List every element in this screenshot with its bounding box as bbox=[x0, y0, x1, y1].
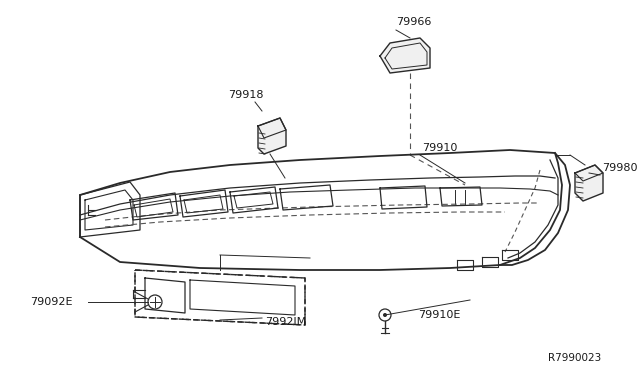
Text: 79910E: 79910E bbox=[418, 310, 460, 320]
Text: R7990023: R7990023 bbox=[548, 353, 601, 363]
Text: 79918: 79918 bbox=[228, 90, 264, 100]
Text: 79910: 79910 bbox=[422, 143, 458, 153]
Text: 79966: 79966 bbox=[396, 17, 431, 27]
Polygon shape bbox=[575, 165, 603, 201]
Text: 79092E: 79092E bbox=[30, 297, 72, 307]
Polygon shape bbox=[380, 38, 430, 73]
Polygon shape bbox=[258, 118, 286, 154]
Text: 79980: 79980 bbox=[602, 163, 637, 173]
Circle shape bbox=[383, 313, 387, 317]
Text: 7992lM: 7992lM bbox=[265, 317, 307, 327]
